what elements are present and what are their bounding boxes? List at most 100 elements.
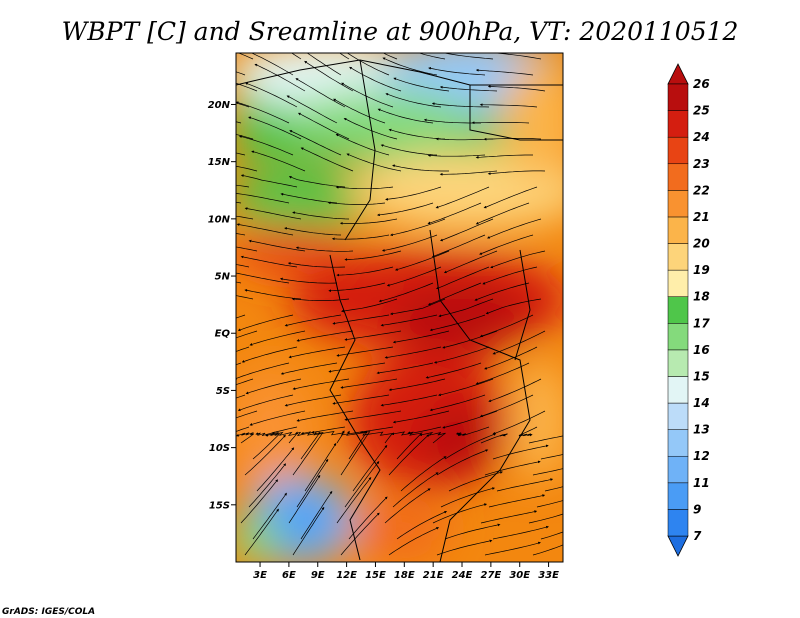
streamline: [343, 118, 398, 140]
colorbar-segment: [667, 402, 689, 430]
streamline: [251, 150, 306, 172]
streamline: [236, 121, 242, 124]
lon-tick-label: 9E: [311, 570, 325, 581]
streamline: [346, 430, 368, 460]
streamline: [436, 449, 489, 476]
streamline: [352, 444, 388, 492]
streamline: [304, 442, 337, 492]
streamline: [425, 362, 482, 379]
colorbar-segment: [667, 163, 689, 191]
streamline: [335, 185, 394, 190]
streamline: [248, 239, 306, 252]
streamline: [436, 539, 493, 556]
colorbar-segment: [667, 216, 689, 244]
streamline: [480, 433, 508, 444]
streamline: [236, 215, 254, 220]
streamline: [341, 298, 398, 313]
lon-tick-label: 30E: [509, 570, 530, 581]
streamline: [384, 346, 442, 359]
streamline: [479, 314, 534, 338]
colorbar-label: 12: [693, 449, 710, 463]
streamline: [236, 193, 290, 204]
streamline: [291, 53, 302, 60]
streamline: [475, 68, 534, 76]
streamline: [428, 67, 486, 76]
streamline: [376, 362, 434, 375]
streamline: [475, 362, 530, 385]
colorbar-label: 24: [693, 130, 710, 144]
colorbar-label: 13: [693, 423, 710, 437]
streamline: [455, 426, 490, 437]
streamline: [433, 346, 490, 364]
colorbar-segment: [667, 269, 689, 297]
chart-title: WBPT [C] and Sreamline at 900hPa, VT: 20…: [62, 17, 739, 46]
lat-tick-label: 10N: [208, 214, 231, 225]
streamline: [390, 218, 446, 237]
streamline: [240, 479, 279, 524]
streamline: [479, 103, 538, 108]
colorbar-segment: [667, 429, 689, 457]
streamline: [288, 346, 346, 359]
streamline: [332, 314, 390, 325]
streamline: [536, 500, 563, 508]
streamline: [386, 266, 442, 287]
streamline: [381, 234, 438, 252]
streamline: [295, 78, 346, 108]
streamline: [240, 174, 298, 188]
streamline: [279, 277, 338, 284]
streamline: [417, 53, 446, 60]
streamline: [295, 426, 346, 437]
streamline: [444, 523, 501, 540]
colorbar: 7 9 11 12 13 14 15 16 17 18 19 20 21 22 23 24 25 26: [667, 63, 710, 557]
streamline: [236, 295, 254, 300]
streamline: [236, 201, 242, 204]
streamline: [540, 454, 563, 460]
streamline: [391, 426, 442, 436]
streamline: [471, 121, 530, 125]
streamline: [296, 330, 354, 342]
streamline: [384, 488, 431, 524]
streamline: [490, 250, 546, 269]
streamline: [496, 478, 554, 492]
streamline: [304, 60, 354, 92]
streamline: [380, 144, 438, 156]
lon-tick-label: 3E: [253, 570, 267, 581]
streamline: [442, 410, 498, 429]
colorbar-segment: [667, 482, 689, 510]
streamline: [288, 176, 346, 188]
streamline: [236, 410, 258, 419]
lat-axis: 20N 15N 10N 5N EQ 5S 10S 15S: [208, 100, 236, 511]
streamline: [344, 250, 402, 261]
colorbar-segment: [667, 110, 689, 138]
streamline: [236, 134, 254, 140]
streamline: [378, 282, 434, 303]
streamline: [427, 202, 482, 225]
streamline: [237, 394, 294, 412]
streamline: [488, 494, 546, 508]
streamline: [377, 202, 434, 217]
lon-tick-label: 12E: [336, 570, 357, 581]
streamline: [377, 108, 434, 124]
colorbar-label: 26: [693, 77, 710, 91]
streamline: [236, 362, 242, 366]
streamline: [292, 506, 325, 556]
streamline: [392, 472, 439, 508]
streamline: [328, 282, 386, 293]
streamline: [339, 53, 350, 60]
lon-tick-label: 21E: [423, 570, 444, 581]
colorbar-segment: [667, 83, 689, 111]
streamline: [255, 426, 298, 437]
streamline: [284, 394, 342, 407]
streamline: [236, 82, 258, 92]
streamline: [336, 266, 394, 277]
lon-tick-label: 18E: [394, 570, 415, 581]
streamline: [482, 266, 538, 285]
colorbar-label: 9: [693, 502, 701, 516]
streamline: [483, 186, 538, 209]
streamline: [332, 394, 390, 405]
colorbar-label: 21: [693, 210, 710, 224]
lat-tick-label: EQ: [215, 329, 231, 340]
streamline: [245, 378, 302, 395]
streamline: [344, 410, 402, 421]
streamline: [341, 82, 394, 108]
